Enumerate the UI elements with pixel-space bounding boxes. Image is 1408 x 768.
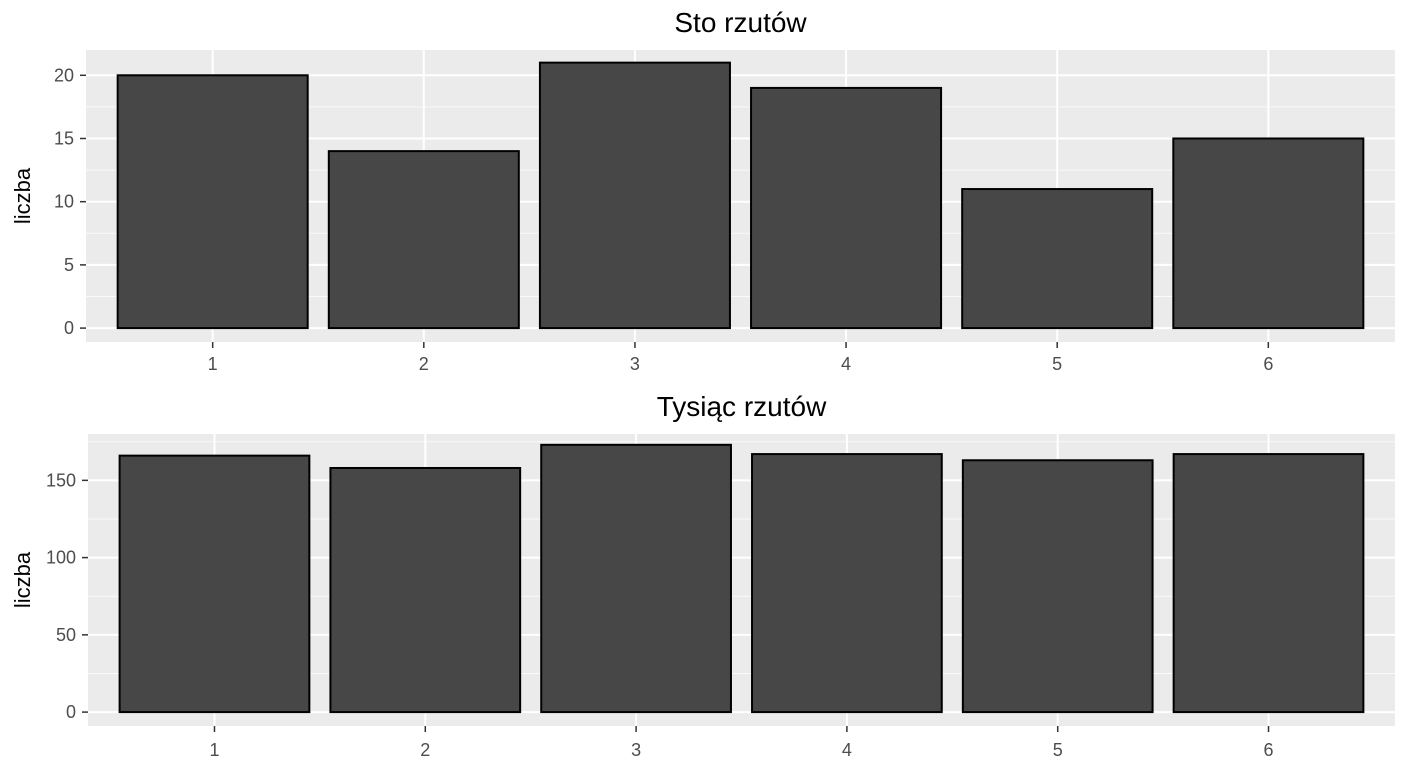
bar-1 — [116, 74, 309, 330]
y-tick-label: 150 — [46, 470, 76, 490]
x-tick-label: 4 — [842, 740, 852, 760]
bar-6 — [1172, 137, 1365, 330]
x-tick-label: 6 — [1264, 740, 1274, 760]
x-tick-label: 5 — [1052, 354, 1062, 374]
y-tick-label: 0 — [64, 318, 74, 338]
y-tick-label: 50 — [56, 625, 76, 645]
chart-title: Tysiąc rzutów — [657, 391, 827, 422]
x-tick-label: 3 — [630, 354, 640, 374]
bar-4 — [750, 86, 943, 330]
x-tick-label: 6 — [1263, 354, 1273, 374]
x-tick-label: 4 — [841, 354, 851, 374]
x-tick-label: 3 — [631, 740, 641, 760]
bar-4 — [751, 453, 943, 714]
bar-1 — [118, 454, 311, 714]
bar-3 — [538, 61, 731, 330]
x-tick-label: 2 — [419, 354, 429, 374]
x-tick-label: 5 — [1053, 740, 1063, 760]
bar-2 — [327, 150, 520, 330]
bar-3 — [540, 443, 732, 714]
chart-title: Sto rzutów — [674, 7, 807, 38]
bar-5 — [961, 459, 1154, 714]
x-tick-label: 1 — [208, 354, 218, 374]
bar-6 — [1172, 453, 1365, 714]
bar-5 — [961, 188, 1154, 330]
y-axis-label: liczba — [10, 551, 35, 608]
x-tick-label: 1 — [209, 740, 219, 760]
y-tick-label: 10 — [54, 192, 74, 212]
y-tick-label: 20 — [54, 65, 74, 85]
y-tick-label: 0 — [66, 702, 76, 722]
bar-2 — [329, 466, 522, 714]
y-axis-label: liczba — [10, 167, 35, 224]
chart-bottom: Tysiąc rzutów 0 50 100 150 1 2 3 4 5 6 liczba — [10, 391, 1395, 760]
chart-top: Sto rzutów 0 5 10 15 20 1 2 3 4 5 6 liczba — [10, 7, 1395, 374]
y-tick-label: 100 — [46, 548, 76, 568]
x-tick-label: 2 — [420, 740, 430, 760]
y-tick-label: 15 — [54, 128, 74, 148]
y-tick-label: 5 — [64, 255, 74, 275]
